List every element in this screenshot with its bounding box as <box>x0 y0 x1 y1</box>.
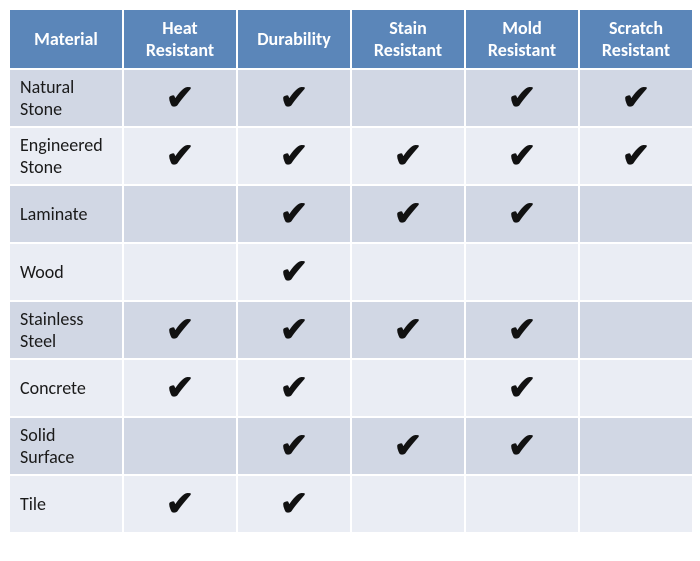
material-cell: Engineered Stone <box>9 127 123 185</box>
check-cell-yes: ✔ <box>351 127 465 185</box>
check-cell-yes: ✔ <box>579 69 693 127</box>
check-cell-yes: ✔ <box>465 69 579 127</box>
material-cell: Stainless Steel <box>9 301 123 359</box>
table-row: Tile✔✔ <box>9 475 693 533</box>
check-cell-no <box>351 475 465 533</box>
check-cell-yes: ✔ <box>123 359 237 417</box>
check-cell-yes: ✔ <box>465 301 579 359</box>
check-cell-no <box>351 243 465 301</box>
table-row: Natural Stone✔✔✔✔ <box>9 69 693 127</box>
check-cell-no <box>351 69 465 127</box>
check-cell-yes: ✔ <box>579 127 693 185</box>
table-row: Engineered Stone✔✔✔✔✔ <box>9 127 693 185</box>
check-cell-yes: ✔ <box>351 185 465 243</box>
check-cell-yes: ✔ <box>465 127 579 185</box>
check-cell-no <box>465 243 579 301</box>
check-cell-yes: ✔ <box>237 475 351 533</box>
table-row: Concrete✔✔✔ <box>9 359 693 417</box>
column-header: Stain Resistant <box>351 9 465 69</box>
material-cell: Wood <box>9 243 123 301</box>
table-header-row: MaterialHeat ResistantDurabilityStain Re… <box>9 9 693 69</box>
check-cell-yes: ✔ <box>237 69 351 127</box>
table-row: Wood ✔ <box>9 243 693 301</box>
check-cell-no <box>465 475 579 533</box>
check-cell-yes: ✔ <box>465 417 579 475</box>
check-cell-no <box>579 475 693 533</box>
material-cell: Concrete <box>9 359 123 417</box>
check-cell-yes: ✔ <box>237 301 351 359</box>
check-cell-yes: ✔ <box>123 475 237 533</box>
check-cell-no <box>123 243 237 301</box>
material-cell: Natural Stone <box>9 69 123 127</box>
check-cell-yes: ✔ <box>465 185 579 243</box>
check-cell-yes: ✔ <box>237 417 351 475</box>
check-cell-yes: ✔ <box>237 127 351 185</box>
material-cell: Laminate <box>9 185 123 243</box>
check-cell-yes: ✔ <box>237 243 351 301</box>
material-cell: Tile <box>9 475 123 533</box>
column-header: Scratch Resistant <box>579 9 693 69</box>
check-cell-yes: ✔ <box>351 417 465 475</box>
materials-table: MaterialHeat ResistantDurabilityStain Re… <box>8 8 694 534</box>
check-cell-no <box>579 359 693 417</box>
column-header: Material <box>9 9 123 69</box>
check-cell-yes: ✔ <box>351 301 465 359</box>
column-header: Heat Resistant <box>123 9 237 69</box>
material-cell: Solid Surface <box>9 417 123 475</box>
table-row: Stainless Steel✔✔✔✔ <box>9 301 693 359</box>
check-cell-yes: ✔ <box>123 69 237 127</box>
check-cell-yes: ✔ <box>237 359 351 417</box>
table-row: Laminate✔✔✔ <box>9 185 693 243</box>
check-cell-no <box>351 359 465 417</box>
check-cell-no <box>579 301 693 359</box>
check-cell-no <box>579 243 693 301</box>
column-header: Durability <box>237 9 351 69</box>
column-header: Mold Resistant <box>465 9 579 69</box>
check-cell-no <box>579 417 693 475</box>
check-cell-no <box>123 417 237 475</box>
check-cell-no <box>579 185 693 243</box>
check-cell-yes: ✔ <box>237 185 351 243</box>
check-cell-no <box>123 185 237 243</box>
table-row: Solid Surface✔✔✔ <box>9 417 693 475</box>
check-cell-yes: ✔ <box>465 359 579 417</box>
check-cell-yes: ✔ <box>123 127 237 185</box>
check-cell-yes: ✔ <box>123 301 237 359</box>
